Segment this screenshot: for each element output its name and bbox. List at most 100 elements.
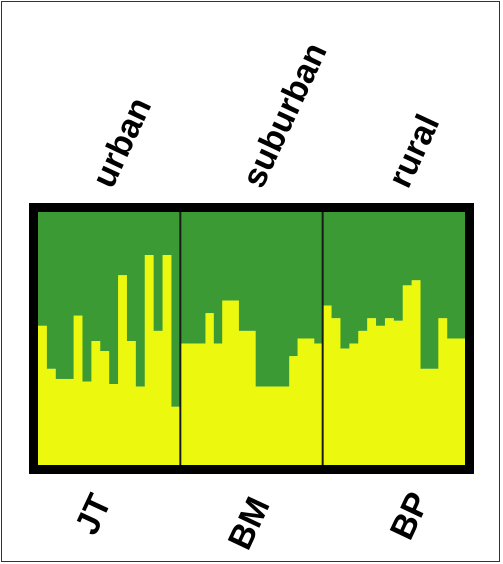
bar-jt-4-lower bbox=[73, 315, 84, 465]
bar-jt-11-upper bbox=[135, 212, 146, 387]
bar-bp-8-upper bbox=[393, 212, 404, 321]
bar-bp-5-upper bbox=[367, 212, 377, 319]
bar-bp-13-upper bbox=[438, 212, 448, 319]
bar-bm-0-lower bbox=[180, 343, 190, 465]
bar-bm-9-lower bbox=[255, 386, 265, 465]
group-label-jt: JT bbox=[68, 488, 119, 540]
bar-jt-5-lower bbox=[82, 381, 92, 465]
bar-jt-14-lower bbox=[162, 255, 173, 465]
bar-bm-4-upper bbox=[213, 212, 223, 344]
bar-bm-16-upper bbox=[314, 212, 324, 344]
bar-jt-10-lower bbox=[126, 341, 137, 465]
bar-bm-3-lower bbox=[205, 313, 215, 465]
bar-bp-6-upper bbox=[376, 212, 386, 326]
bar-bm-12-upper bbox=[280, 212, 290, 387]
bar-bp-2-upper bbox=[340, 212, 350, 349]
bar-bm-8-upper bbox=[247, 212, 257, 331]
bar-bp-3-upper bbox=[349, 212, 359, 344]
bar-jt-0-lower bbox=[38, 325, 48, 465]
top-label-suburban: suburban bbox=[235, 37, 335, 193]
bar-bp-1-lower bbox=[331, 318, 342, 465]
bar-bp-4-upper bbox=[358, 212, 368, 331]
bar-jt-0-upper bbox=[38, 212, 48, 326]
bar-jt-4-upper bbox=[73, 212, 84, 316]
bar-bm-11-lower bbox=[272, 386, 282, 465]
bar-bm-16-lower bbox=[314, 343, 324, 465]
bar-jt-3-upper bbox=[64, 212, 75, 379]
bar-jt-1-lower bbox=[46, 368, 57, 465]
bar-bp-0-lower bbox=[322, 305, 333, 465]
bar-bm-11-upper bbox=[272, 212, 282, 387]
bar-bp-1-upper bbox=[331, 212, 342, 319]
bar-bp-8-lower bbox=[393, 320, 404, 465]
top-label-rural: rural bbox=[381, 109, 447, 194]
bar-jt-3-lower bbox=[64, 378, 75, 465]
bars-layer bbox=[38, 212, 466, 465]
bar-jt-6-lower bbox=[91, 341, 101, 465]
top-label-urban: urban bbox=[85, 92, 159, 194]
bar-bp-11-lower bbox=[420, 368, 431, 465]
bar-bm-6-lower bbox=[230, 300, 240, 465]
bar-bp-6-lower bbox=[376, 325, 386, 465]
group-separators bbox=[179, 212, 324, 465]
bar-bp-14-upper bbox=[447, 212, 457, 339]
bar-bm-6-upper bbox=[230, 212, 240, 301]
bar-bp-12-lower bbox=[429, 368, 439, 465]
bar-jt-1-upper bbox=[46, 212, 57, 369]
bar-bm-10-lower bbox=[264, 386, 274, 465]
bar-bm-14-upper bbox=[297, 212, 307, 339]
bar-bm-13-lower bbox=[289, 356, 299, 465]
bar-bm-1-upper bbox=[188, 212, 198, 344]
bar-jt-11-lower bbox=[135, 386, 146, 465]
bar-jt-15-lower bbox=[171, 406, 181, 465]
bar-bm-7-lower bbox=[238, 330, 248, 465]
bar-bp-10-lower bbox=[411, 280, 422, 465]
bar-bm-3-upper bbox=[205, 212, 215, 314]
bar-bm-15-lower bbox=[305, 338, 315, 465]
bar-jt-2-upper bbox=[55, 212, 66, 379]
bar-bm-5-upper bbox=[222, 212, 232, 301]
bar-jt-10-upper bbox=[126, 212, 137, 342]
bar-jt-9-upper bbox=[118, 212, 128, 276]
bar-jt-12-upper bbox=[144, 212, 155, 256]
group-label-bm: BM bbox=[221, 491, 278, 555]
bar-bm-8-lower bbox=[247, 330, 257, 465]
bar-jt-12-lower bbox=[144, 255, 155, 465]
bar-bp-5-lower bbox=[367, 318, 377, 465]
bar-jt-13-lower bbox=[153, 330, 164, 465]
bar-bp-14-lower bbox=[447, 338, 457, 465]
bar-jt-8-lower bbox=[109, 384, 119, 465]
bar-bm-2-lower bbox=[197, 343, 207, 465]
bar-bp-9-upper bbox=[402, 212, 413, 286]
bar-jt-8-upper bbox=[109, 212, 119, 385]
bar-bm-10-upper bbox=[264, 212, 274, 387]
group-label-bp: BP bbox=[383, 487, 437, 546]
bar-bp-13-lower bbox=[438, 318, 448, 465]
bar-bp-10-upper bbox=[411, 212, 422, 281]
bar-bm-4-lower bbox=[213, 343, 223, 465]
bar-bp-4-lower bbox=[358, 330, 368, 465]
bar-bm-14-lower bbox=[297, 338, 307, 465]
bar-bp-12-upper bbox=[429, 212, 439, 369]
bar-jt-7-lower bbox=[100, 351, 110, 465]
bar-bp-7-lower bbox=[384, 318, 395, 465]
bar-jt-15-upper bbox=[171, 212, 181, 407]
bar-bp-2-lower bbox=[340, 348, 350, 465]
plot-border bbox=[29, 203, 474, 474]
bar-bp-11-upper bbox=[420, 212, 431, 369]
bar-bm-1-lower bbox=[188, 343, 198, 465]
bar-bp-0-upper bbox=[322, 212, 333, 306]
bar-bm-0-upper bbox=[180, 212, 190, 344]
bar-jt-6-upper bbox=[91, 212, 101, 342]
bar-jt-13-upper bbox=[153, 212, 164, 331]
bar-bp-15-lower bbox=[456, 338, 466, 465]
bar-bm-7-upper bbox=[238, 212, 248, 331]
bar-jt-9-lower bbox=[118, 275, 128, 465]
bar-jt-5-upper bbox=[82, 212, 92, 382]
bar-bm-12-lower bbox=[280, 386, 290, 465]
bar-jt-7-upper bbox=[100, 212, 110, 352]
bar-bm-5-lower bbox=[222, 300, 232, 465]
bar-bm-2-upper bbox=[197, 212, 207, 344]
bar-bp-15-upper bbox=[456, 212, 466, 339]
